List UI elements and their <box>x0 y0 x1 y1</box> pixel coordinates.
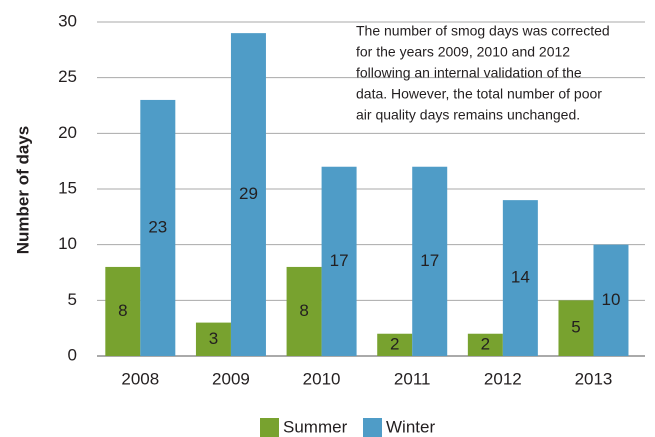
y-tick-label: 10 <box>58 234 77 253</box>
annotation: air quality days remains unchanged. <box>356 107 580 123</box>
annotation: data. However, the total number of poor <box>356 86 602 102</box>
data-label: 17 <box>420 251 439 270</box>
data-label: 2 <box>390 334 399 353</box>
data-label: 17 <box>330 251 349 270</box>
data-label: 8 <box>299 301 308 320</box>
data-label: 5 <box>571 318 580 337</box>
bar <box>105 266 141 356</box>
legend-swatch <box>260 418 279 437</box>
bar <box>558 300 594 356</box>
x-tick-label: 2013 <box>575 369 613 388</box>
bar <box>195 322 231 356</box>
bar <box>286 266 322 356</box>
data-label: 23 <box>148 217 167 236</box>
data-label: 8 <box>118 301 127 320</box>
bar <box>140 99 176 356</box>
y-axis-label: Number of days <box>13 126 32 254</box>
y-tick-label: 25 <box>58 67 77 86</box>
y-tick-label: 15 <box>58 178 77 197</box>
annotation: following an internal validation of the <box>356 65 582 81</box>
x-tick-label: 2009 <box>212 369 250 388</box>
bar <box>321 166 357 356</box>
y-tick-label: 20 <box>58 123 77 142</box>
data-label: 2 <box>481 334 490 353</box>
x-tick-label: 2008 <box>121 369 159 388</box>
x-tick-label: 2012 <box>484 369 522 388</box>
bar <box>230 33 266 357</box>
data-label: 10 <box>602 290 621 309</box>
legend-label: Winter <box>386 417 435 436</box>
x-tick-label: 2011 <box>394 369 431 388</box>
data-label: 14 <box>511 268 530 287</box>
bar <box>502 200 538 356</box>
data-label: 3 <box>209 329 218 348</box>
bar <box>467 333 503 356</box>
y-tick-label: 5 <box>68 290 77 309</box>
bar <box>412 166 448 356</box>
y-tick-label: 30 <box>58 11 77 30</box>
annotation: The number of smog days was corrected <box>356 23 610 39</box>
x-tick-label: 2010 <box>303 369 341 388</box>
bar <box>377 333 413 356</box>
data-label: 29 <box>239 184 258 203</box>
legend-swatch <box>363 418 382 437</box>
annotation: for the years 2009, 2010 and 2012 <box>356 44 570 60</box>
legend-label: Summer <box>283 417 348 436</box>
bar <box>593 244 629 356</box>
y-tick-label: 0 <box>68 345 77 364</box>
